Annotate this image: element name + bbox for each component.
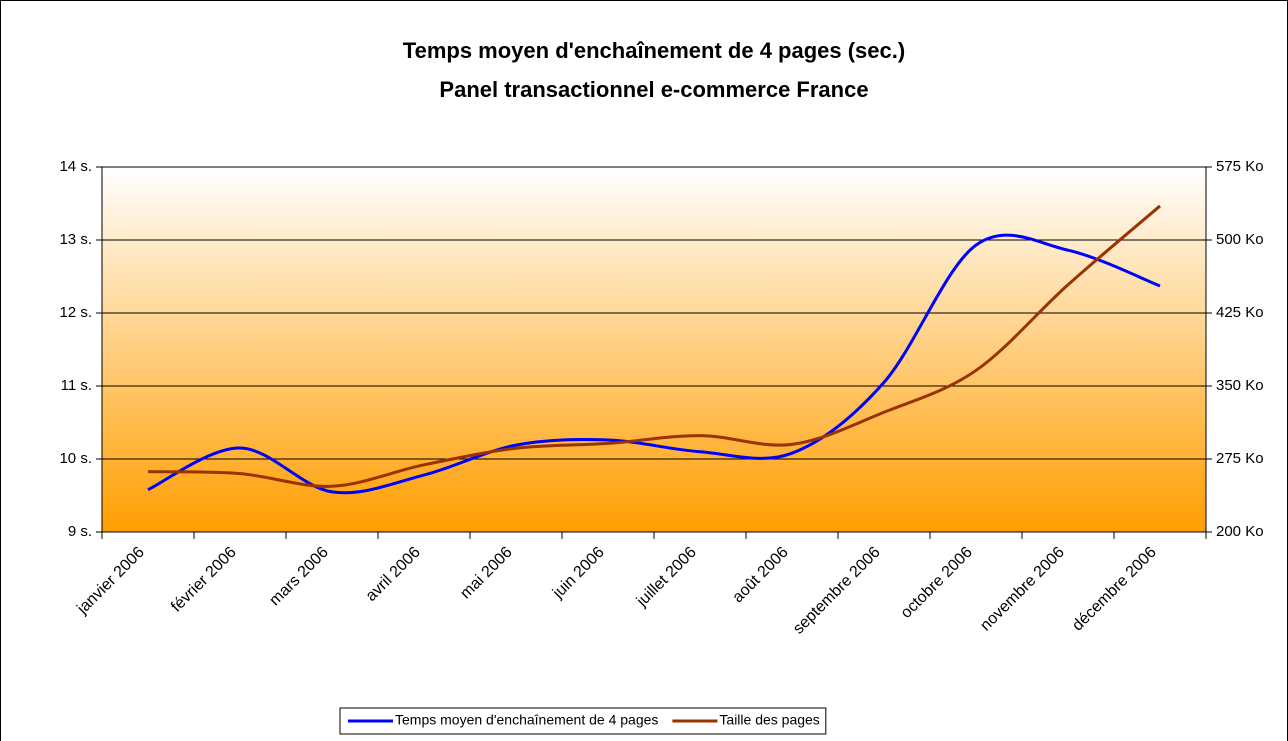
- chart-title: Temps moyen d'enchaînement de 4 pages (s…: [403, 38, 905, 63]
- series-line: [147, 204, 1161, 488]
- chart-subtitle: Panel transactionnel e-commerce France: [439, 77, 868, 102]
- y-tick-label: 12 s.: [59, 304, 92, 321]
- legend-box: [339, 707, 827, 735]
- y2-tick-label: 275 Ko: [1216, 450, 1264, 467]
- y2-tick-label: 425 Ko: [1216, 304, 1264, 321]
- y2-tick-label: 350 Ko: [1216, 377, 1264, 394]
- plot-area: [102, 167, 1206, 532]
- y-tick-label: 9 s.: [68, 523, 92, 540]
- y-tick-label: 10 s.: [59, 450, 92, 467]
- y2-tick-label: 575 Ko: [1216, 158, 1264, 175]
- y2-tick-label: 200 Ko: [1216, 523, 1264, 540]
- legend-label: Temps moyen d'enchaînement de 4 pages: [395, 712, 658, 728]
- y-tick-label: 11 s.: [61, 377, 92, 394]
- y-tick-label: 13 s.: [59, 231, 92, 248]
- y-tick-label: 14 s.: [59, 158, 92, 175]
- y2-tick-label: 500 Ko: [1216, 231, 1264, 248]
- legend: Temps moyen d'enchaînement de 4 pages Tai…: [339, 707, 827, 735]
- legend-label: Taille des pages: [719, 712, 819, 728]
